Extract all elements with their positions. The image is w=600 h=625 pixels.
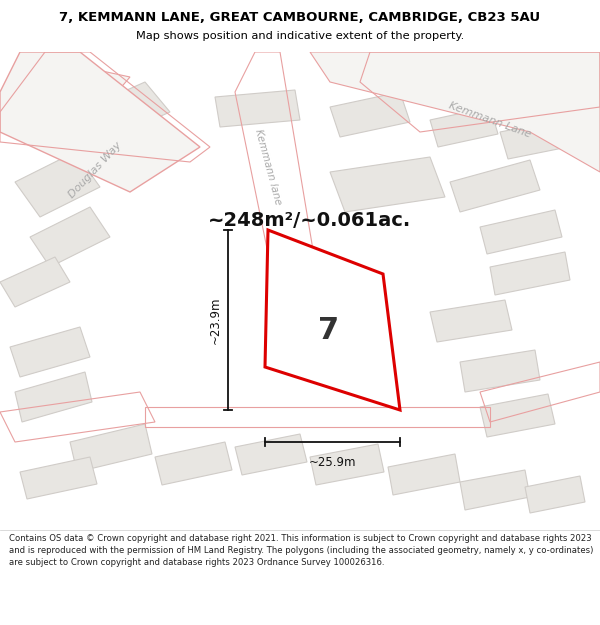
Polygon shape: [330, 92, 410, 137]
Polygon shape: [0, 52, 200, 192]
Polygon shape: [55, 82, 170, 152]
Polygon shape: [500, 120, 568, 159]
Polygon shape: [388, 454, 460, 495]
Text: Contains OS data © Crown copyright and database right 2021. This information is : Contains OS data © Crown copyright and d…: [9, 534, 593, 567]
Polygon shape: [265, 230, 400, 410]
Text: Kemmann Lane: Kemmann Lane: [448, 101, 533, 139]
Polygon shape: [430, 107, 498, 147]
Polygon shape: [310, 52, 600, 172]
Polygon shape: [480, 210, 562, 254]
Polygon shape: [15, 152, 100, 217]
Polygon shape: [525, 476, 585, 513]
Polygon shape: [330, 157, 445, 212]
Polygon shape: [30, 207, 110, 267]
Polygon shape: [460, 350, 540, 392]
Polygon shape: [235, 434, 307, 475]
Text: Douglas Way: Douglas Way: [67, 140, 124, 200]
Polygon shape: [215, 90, 300, 127]
Polygon shape: [20, 457, 97, 499]
Text: ~23.9m: ~23.9m: [209, 296, 222, 344]
Polygon shape: [450, 160, 540, 212]
Text: 7, KEMMANN LANE, GREAT CAMBOURNE, CAMBRIDGE, CB23 5AU: 7, KEMMANN LANE, GREAT CAMBOURNE, CAMBRI…: [59, 11, 541, 24]
Text: Kemmann lane: Kemmann lane: [253, 128, 283, 206]
Text: Map shows position and indicative extent of the property.: Map shows position and indicative extent…: [136, 31, 464, 41]
Polygon shape: [155, 442, 232, 485]
Polygon shape: [0, 62, 130, 147]
Polygon shape: [480, 394, 555, 437]
Polygon shape: [10, 327, 90, 377]
Polygon shape: [15, 372, 92, 422]
Text: 7: 7: [319, 316, 340, 345]
Polygon shape: [70, 424, 152, 472]
Polygon shape: [0, 257, 70, 307]
Polygon shape: [430, 300, 512, 342]
Polygon shape: [490, 252, 570, 295]
Text: ~248m²/~0.061ac.: ~248m²/~0.061ac.: [208, 211, 412, 229]
Polygon shape: [460, 470, 530, 510]
Text: ~25.9m: ~25.9m: [309, 456, 356, 469]
Polygon shape: [310, 444, 384, 485]
